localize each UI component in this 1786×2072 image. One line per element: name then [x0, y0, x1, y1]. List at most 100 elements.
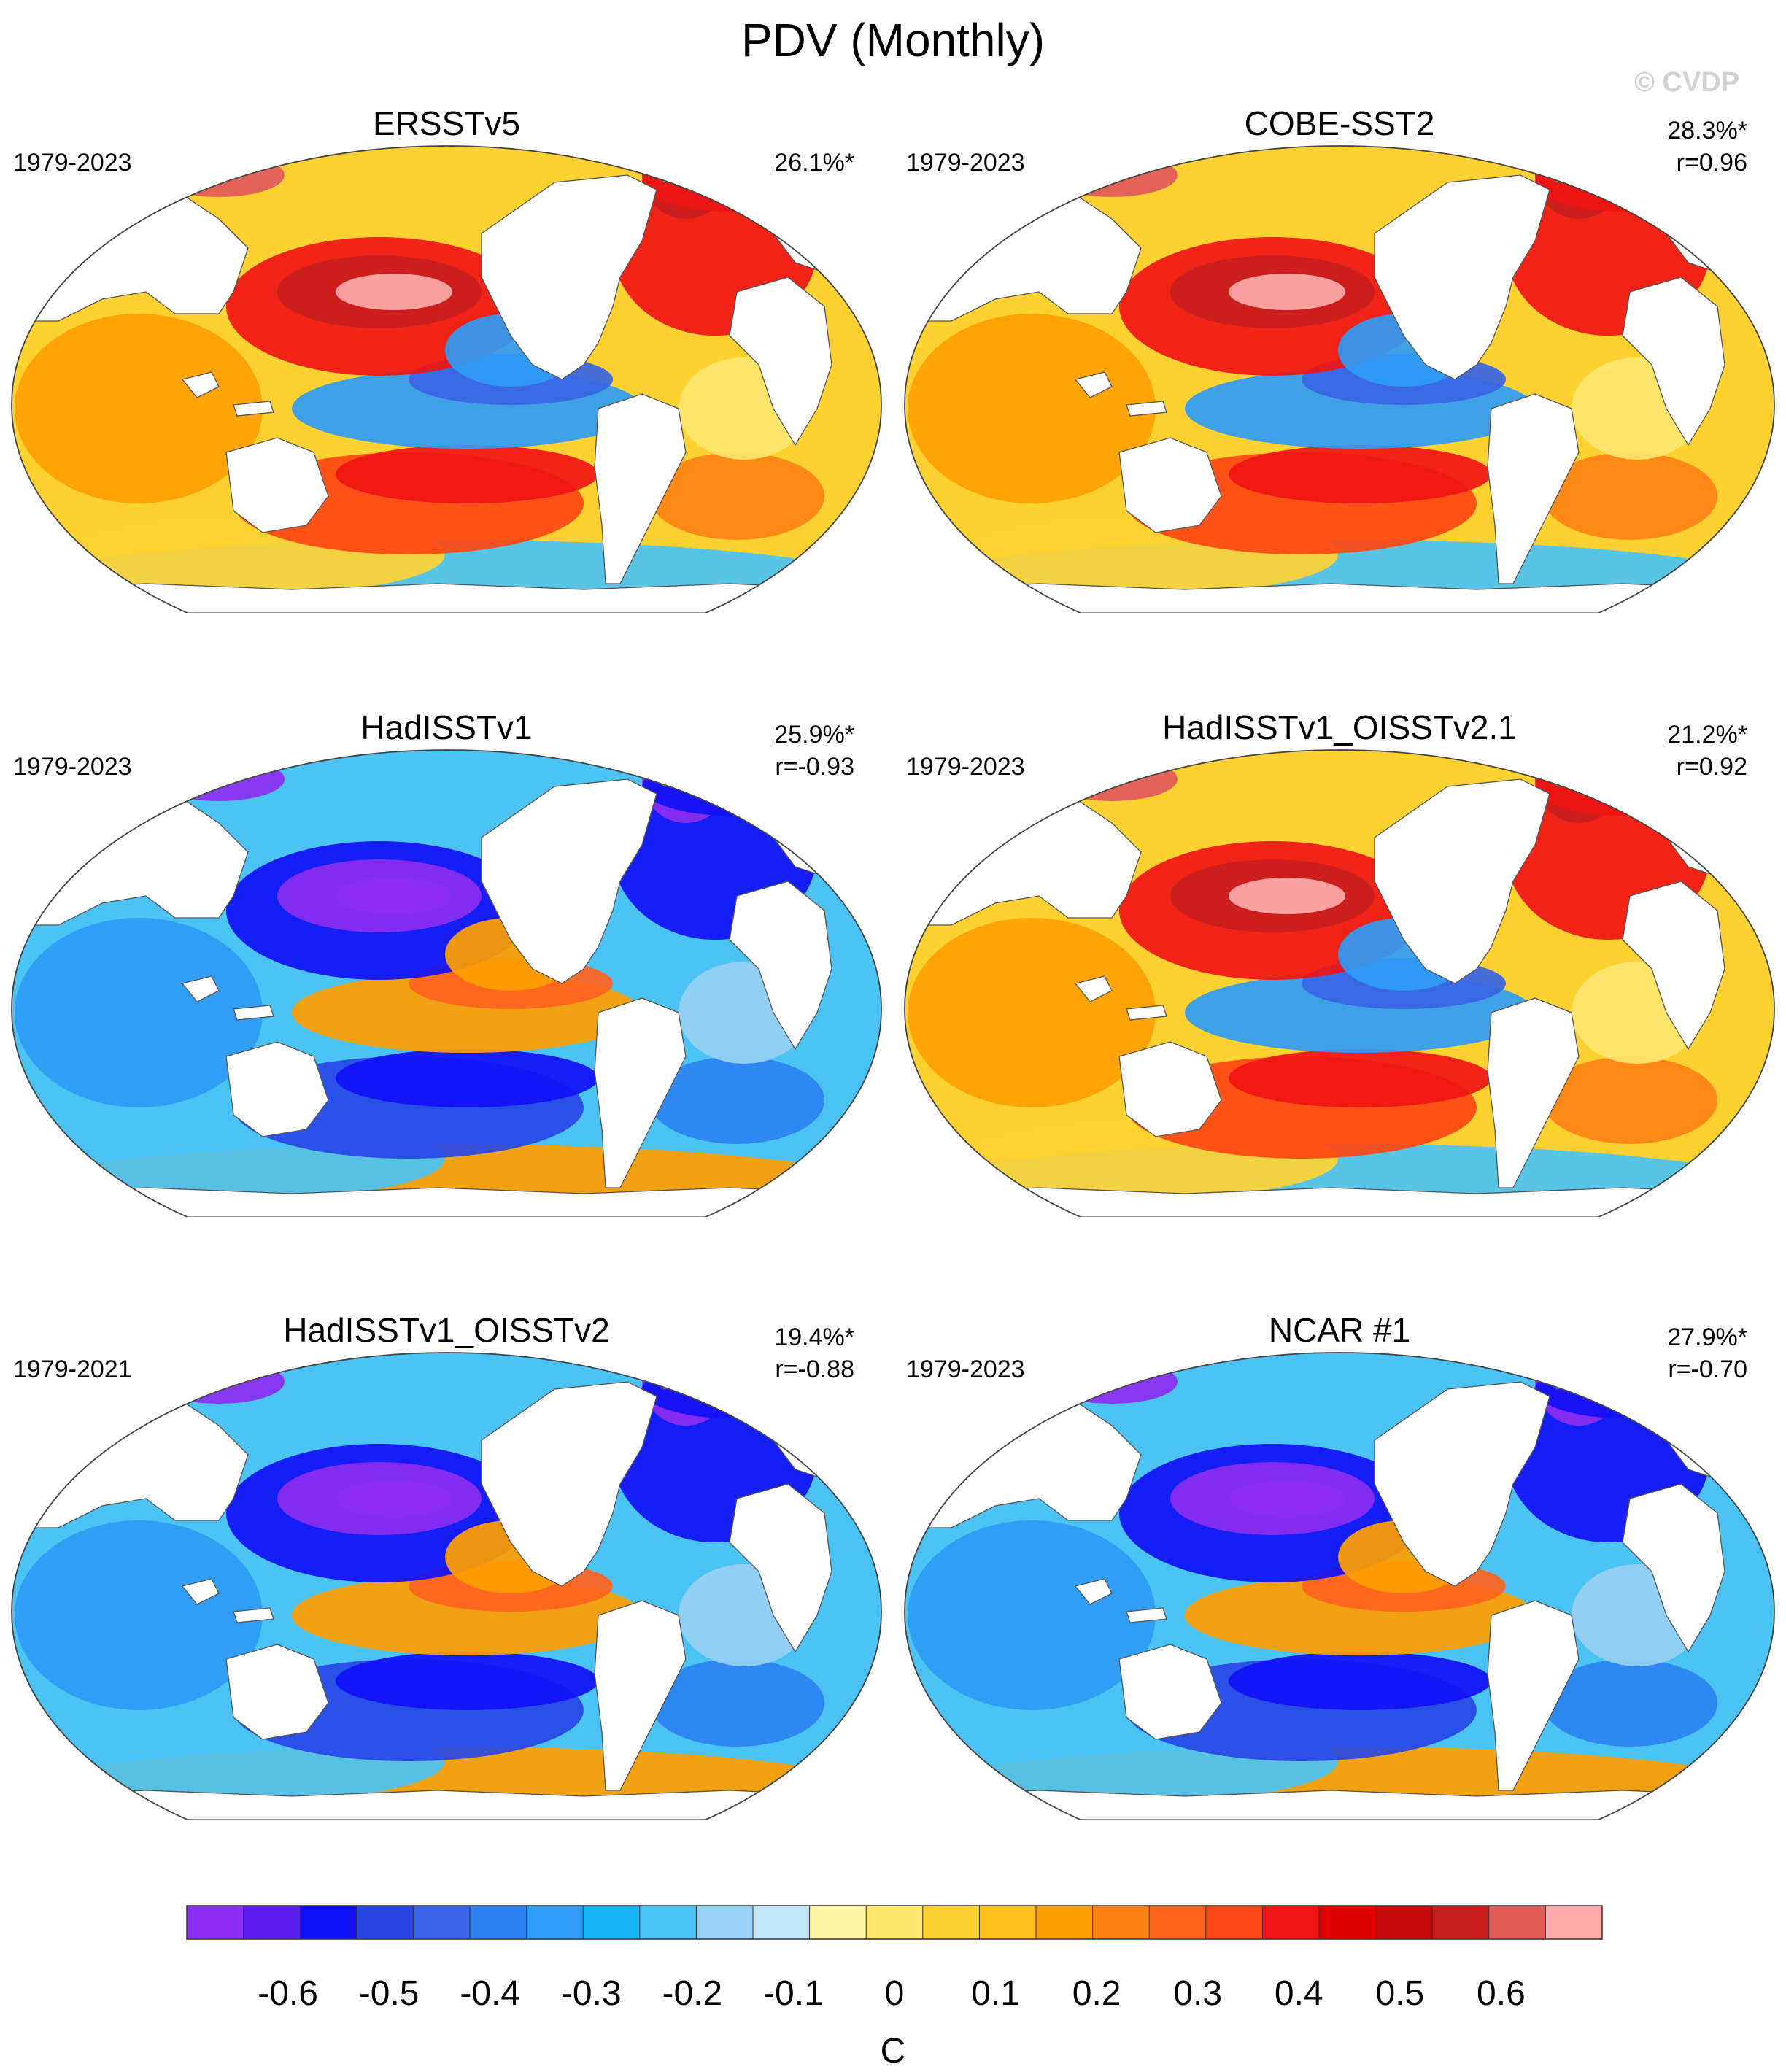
land-mass — [594, 997, 687, 1188]
colorbar-swatch — [243, 1906, 301, 1939]
colorbar-swatch — [1319, 1906, 1377, 1939]
anomaly-region — [153, 1360, 285, 1404]
land-mass — [594, 393, 687, 584]
land-mass — [1126, 1607, 1167, 1623]
anomaly-region — [1046, 1360, 1178, 1404]
colorbar-tick-label: 0.5 — [1375, 1974, 1425, 2013]
land-mass — [481, 174, 657, 380]
land-mass — [1074, 975, 1113, 1002]
map-plot — [904, 749, 1775, 1217]
map-border — [904, 1352, 1775, 1820]
colorbar-swatch — [1488, 1906, 1546, 1939]
colorbar-swatch — [922, 1906, 980, 1939]
colorbar-swatch — [1036, 1906, 1094, 1939]
colorbar-tick-label: -0.1 — [763, 1974, 824, 2013]
watermark: © CVDP — [1634, 67, 1740, 98]
colorbar-swatch — [1375, 1906, 1433, 1939]
colorbar-swatch — [413, 1906, 471, 1939]
anomaly-region — [1046, 153, 1178, 197]
colorbar-swatch — [1432, 1906, 1490, 1939]
land-mass — [1118, 1644, 1222, 1740]
land-mass — [225, 1041, 329, 1137]
land-mass — [1126, 401, 1167, 417]
colorbar-swatch — [526, 1906, 584, 1939]
land-mass — [1074, 1578, 1113, 1605]
anomaly-region — [649, 1659, 824, 1747]
colorbar-swatch — [1205, 1906, 1263, 1939]
land-mass — [1374, 1381, 1550, 1587]
land-mass — [729, 1483, 832, 1653]
panel-title: HadISSTv1_OISSTv2 — [283, 1311, 610, 1349]
anomaly-region — [1229, 1480, 1345, 1517]
map-border — [904, 749, 1775, 1217]
colorbar-swatch — [809, 1906, 867, 1939]
anomaly-region — [1229, 1049, 1491, 1107]
anomaly-region — [336, 878, 452, 914]
colorbar-swatch — [1092, 1906, 1150, 1939]
panel-variance-percent: 25.9%* — [774, 721, 854, 749]
anomaly-region — [1542, 452, 1717, 540]
colorbar-unit: C — [880, 2032, 906, 2071]
colorbar-tick-label: -0.6 — [258, 1974, 318, 2013]
land-mass — [181, 975, 220, 1002]
colorbar-tick-label: 0.1 — [971, 1974, 1020, 2013]
land-mass — [181, 1578, 220, 1605]
colorbar-tick-label: -0.2 — [662, 1974, 723, 2013]
panel-variance-percent: 21.2%* — [1667, 721, 1747, 749]
land-mass — [181, 371, 220, 398]
colorbar-frame — [186, 1905, 1603, 1940]
colorbar-swatch — [187, 1906, 244, 1939]
anomaly-region — [15, 1520, 263, 1710]
panel-title: HadISSTv1 — [360, 708, 533, 746]
panel-correlation: r=-0.70 — [1668, 1356, 1747, 1383]
anomaly-region — [908, 1520, 1156, 1710]
panel-period: 1979-2023 — [906, 1356, 1025, 1383]
anomaly-region — [1229, 274, 1345, 310]
map-panel: ERSSTv5 1979-2023 26.1%* — [0, 0, 893, 613]
map-border — [11, 1352, 882, 1820]
panel-variance-percent: 28.3%* — [1667, 117, 1747, 144]
anomaly-region — [1542, 1659, 1717, 1747]
panel-title: HadISSTv1_OISSTv2.1 — [1162, 708, 1517, 746]
land-mass — [1622, 881, 1725, 1051]
panel-correlation: r=-0.93 — [775, 753, 854, 781]
anomaly-region — [153, 757, 285, 801]
colorbar-swatch — [356, 1906, 414, 1939]
panel-variance-percent: 26.1%* — [774, 149, 854, 177]
colorbar-swatch — [1545, 1906, 1603, 1939]
panel-variance-percent: 27.9%* — [1667, 1323, 1747, 1351]
anomaly-region — [153, 153, 285, 197]
colorbar-tick-label: -0.5 — [358, 1974, 420, 2013]
map-plot — [11, 145, 882, 613]
anomaly-region — [1229, 1652, 1491, 1710]
land-mass — [1374, 778, 1550, 984]
anomaly-region — [336, 1049, 598, 1107]
land-mass — [12, 1790, 881, 1820]
panel-correlation: r=0.92 — [1676, 753, 1747, 781]
map-border — [11, 749, 882, 1217]
anomaly-region — [1229, 878, 1345, 914]
panel-period: 1979-2021 — [13, 1356, 132, 1383]
land-mass — [233, 1607, 274, 1623]
panel-period: 1979-2023 — [906, 753, 1025, 781]
colorbar-swatch — [639, 1906, 697, 1939]
panel-title: NCAR #1 — [1268, 1311, 1411, 1349]
colorbar-swatch — [1262, 1906, 1320, 1939]
colorbar-swatch — [1149, 1906, 1207, 1939]
land-mass — [1118, 1041, 1222, 1137]
map-panel: HadISSTv1 1979-2023 25.9%* r=-0.93 — [0, 604, 893, 1217]
panel-period: 1979-2023 — [13, 149, 132, 177]
colorbar-tick-label: 0.6 — [1477, 1974, 1526, 2013]
map-plot — [11, 749, 882, 1217]
anomaly-region — [336, 274, 452, 310]
land-mass — [1622, 1483, 1725, 1653]
colorbar-swatch — [583, 1906, 641, 1939]
colorbar-tick-label: 0.4 — [1274, 1974, 1323, 2013]
anomaly-region — [908, 314, 1156, 503]
colorbar-tick-label: -0.4 — [460, 1974, 521, 2013]
map-border — [904, 145, 1775, 613]
map-panel: COBE-SST2 1979-2023 28.3%* r=0.96 — [893, 0, 1786, 613]
anomaly-region — [649, 1056, 824, 1144]
map-plot — [11, 1352, 882, 1820]
map-border — [11, 145, 882, 613]
